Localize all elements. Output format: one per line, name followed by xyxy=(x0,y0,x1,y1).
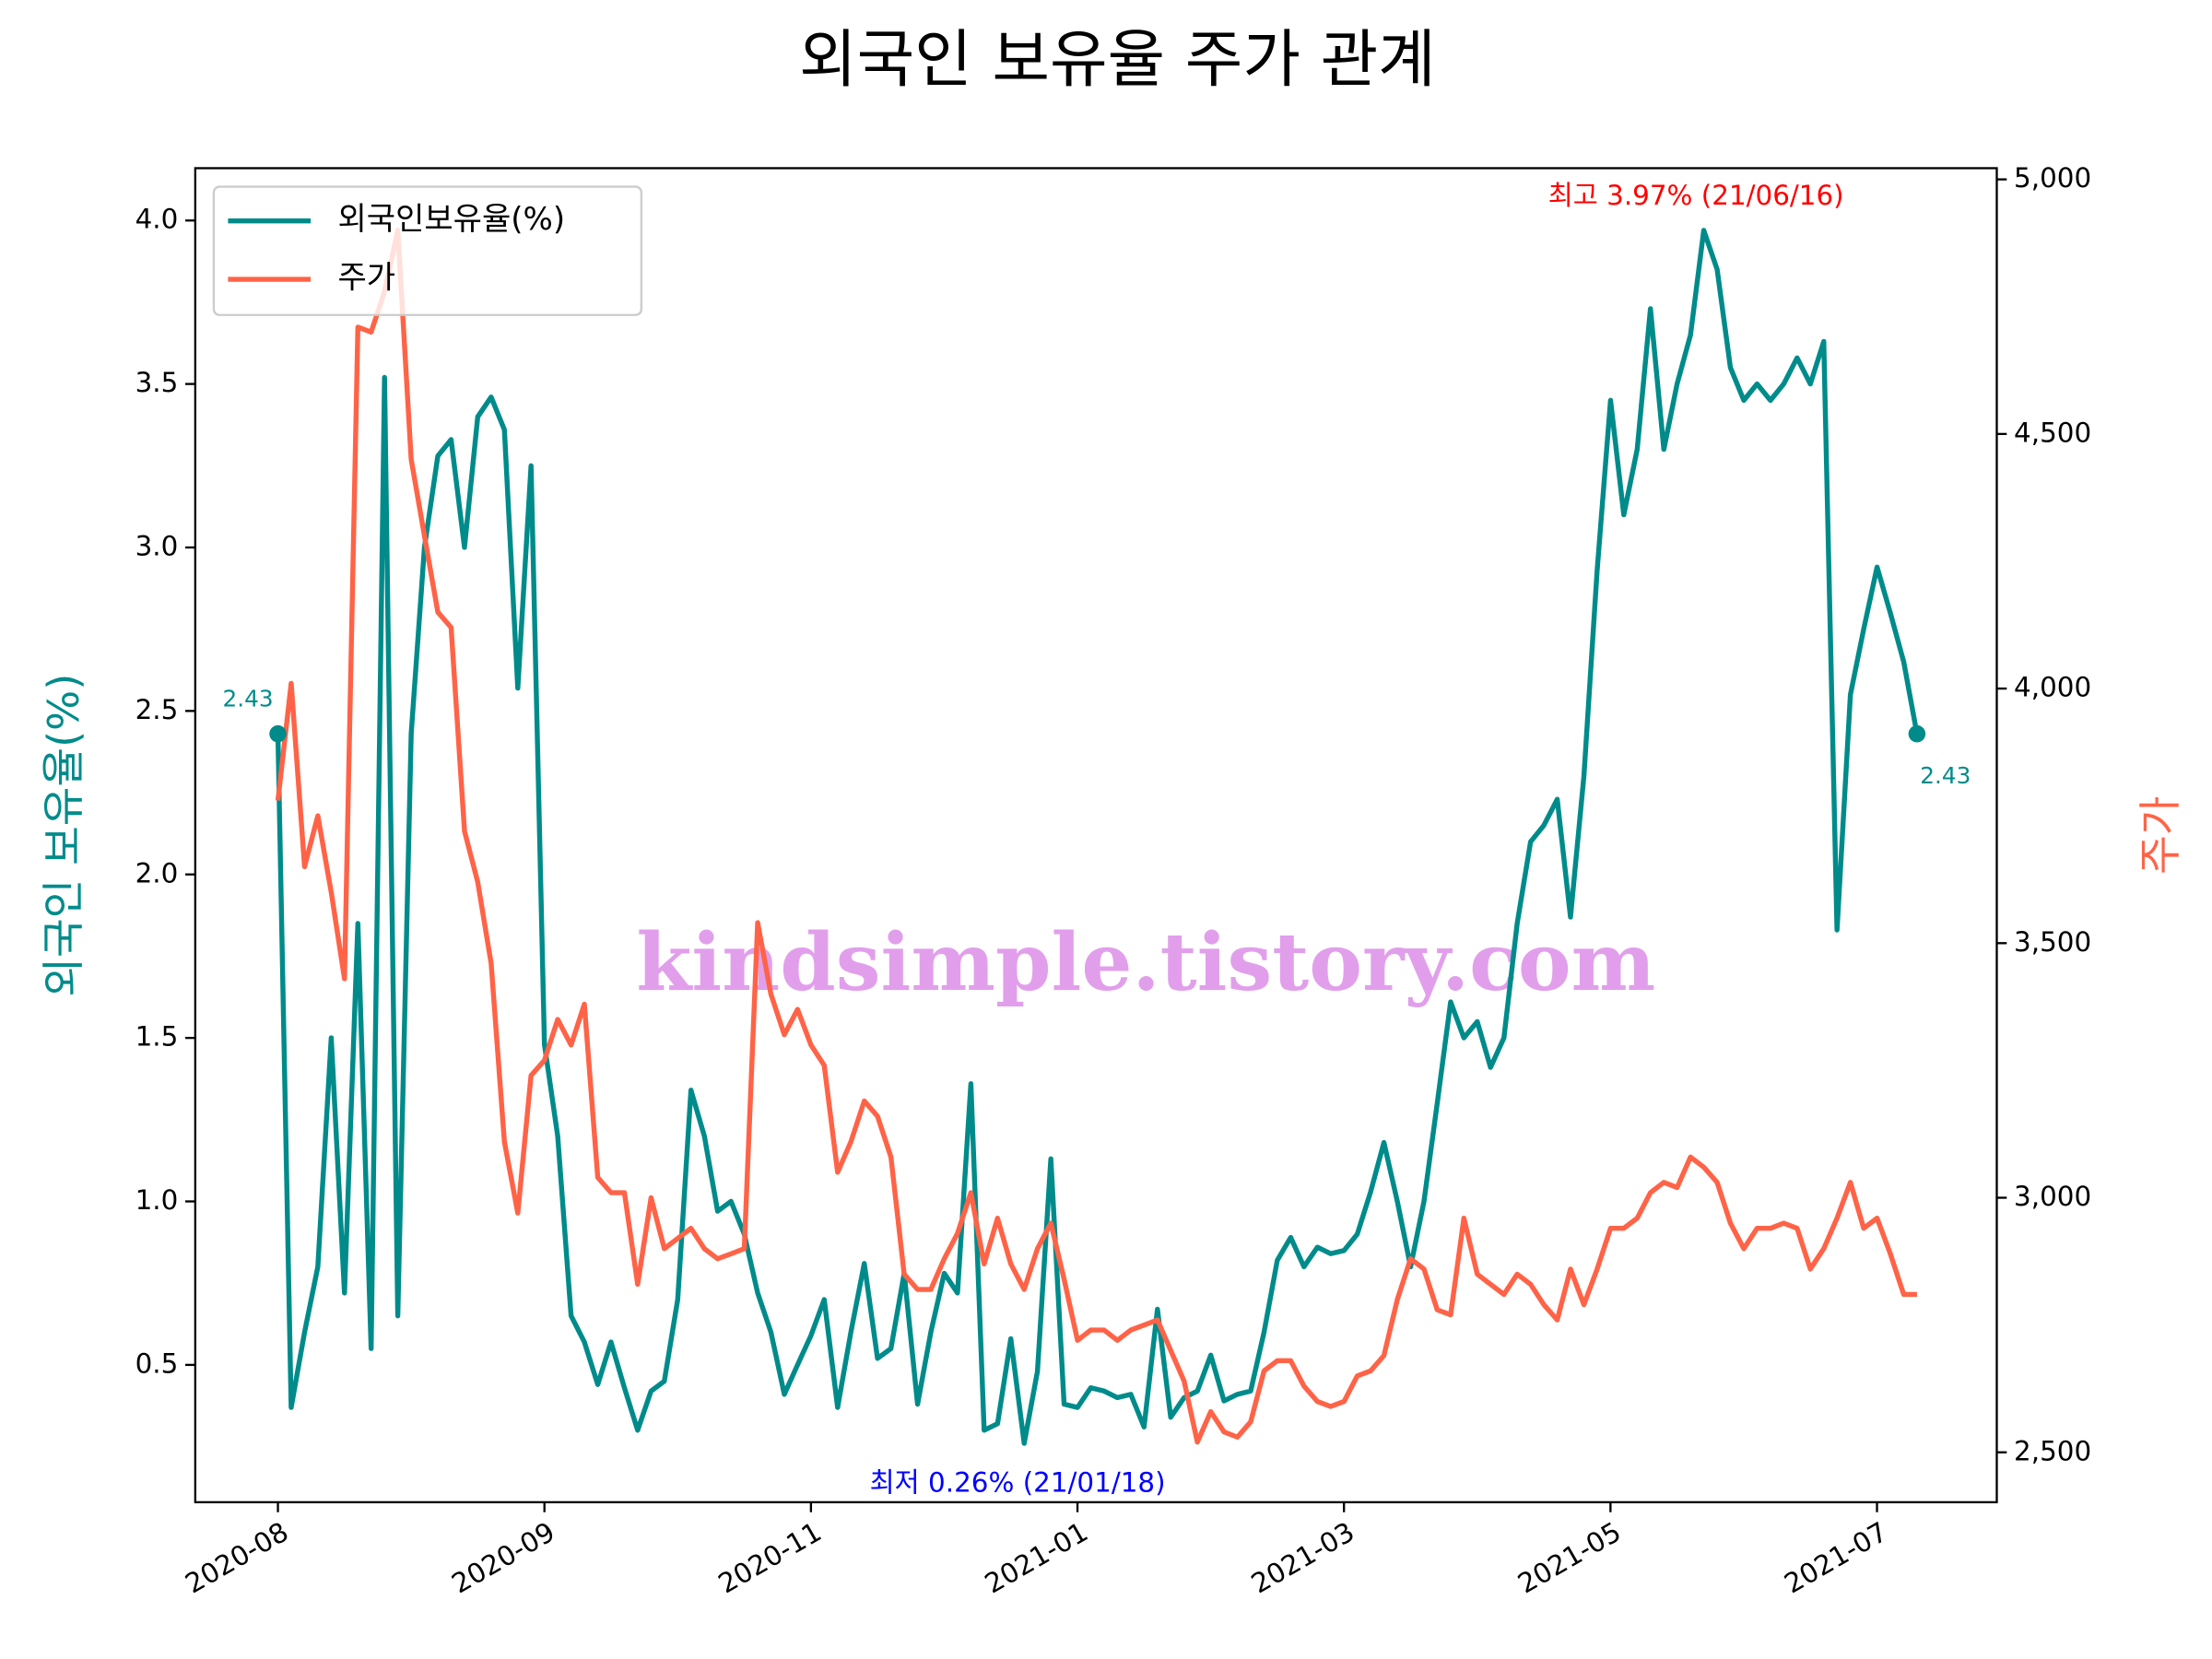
y-tick-label: 2.0 xyxy=(135,857,179,888)
legend-label: 외국인보유율(%) xyxy=(337,201,565,238)
annotation: 2.43 xyxy=(223,685,274,712)
legend-label: 주가 xyxy=(337,260,395,297)
series-line xyxy=(275,228,1920,1446)
y-tick-label: 1.5 xyxy=(135,1021,179,1053)
endpoint-marker xyxy=(269,724,287,743)
y-tick-label: 3.5 xyxy=(135,367,179,398)
y2-tick-label: 5,000 xyxy=(2014,162,2091,194)
legend-box xyxy=(212,185,643,316)
chart-title: 외국인 보유율 주가 관계 xyxy=(799,24,1436,97)
y2-tick-label: 4,000 xyxy=(2014,672,2091,703)
y2-tick-label: 4,500 xyxy=(2014,417,2091,448)
y-tick-label: 3.0 xyxy=(135,530,179,561)
legend: 외국인보유율(%) 주가 xyxy=(212,185,643,316)
y-tick-label: 0.5 xyxy=(135,1347,179,1379)
series-line xyxy=(275,228,1917,1445)
endpoint-marker xyxy=(1908,724,1926,743)
y-tick-label: 4.0 xyxy=(135,204,179,235)
y-tick-label: 1.0 xyxy=(135,1184,179,1216)
y-tick-label: 2.5 xyxy=(135,694,179,725)
y-axis-label: 외국인 보유율(%) xyxy=(39,674,88,997)
axes-frame xyxy=(194,167,1998,1504)
annotation: 최고 3.97% (21/06/16) xyxy=(1548,180,1844,211)
y2-tick-label: 3,000 xyxy=(2014,1181,2091,1212)
annotation: 2.43 xyxy=(1920,762,1971,789)
y2-axis-label: 주가 xyxy=(2136,796,2185,875)
annotation: 최저 0.26% (21/01/18) xyxy=(870,1466,1166,1498)
watermark: kindsimple.tistory.com xyxy=(636,916,1655,1009)
y2-tick-label: 2,500 xyxy=(2014,1435,2091,1466)
y2-tick-label: 3,500 xyxy=(2014,926,2091,958)
